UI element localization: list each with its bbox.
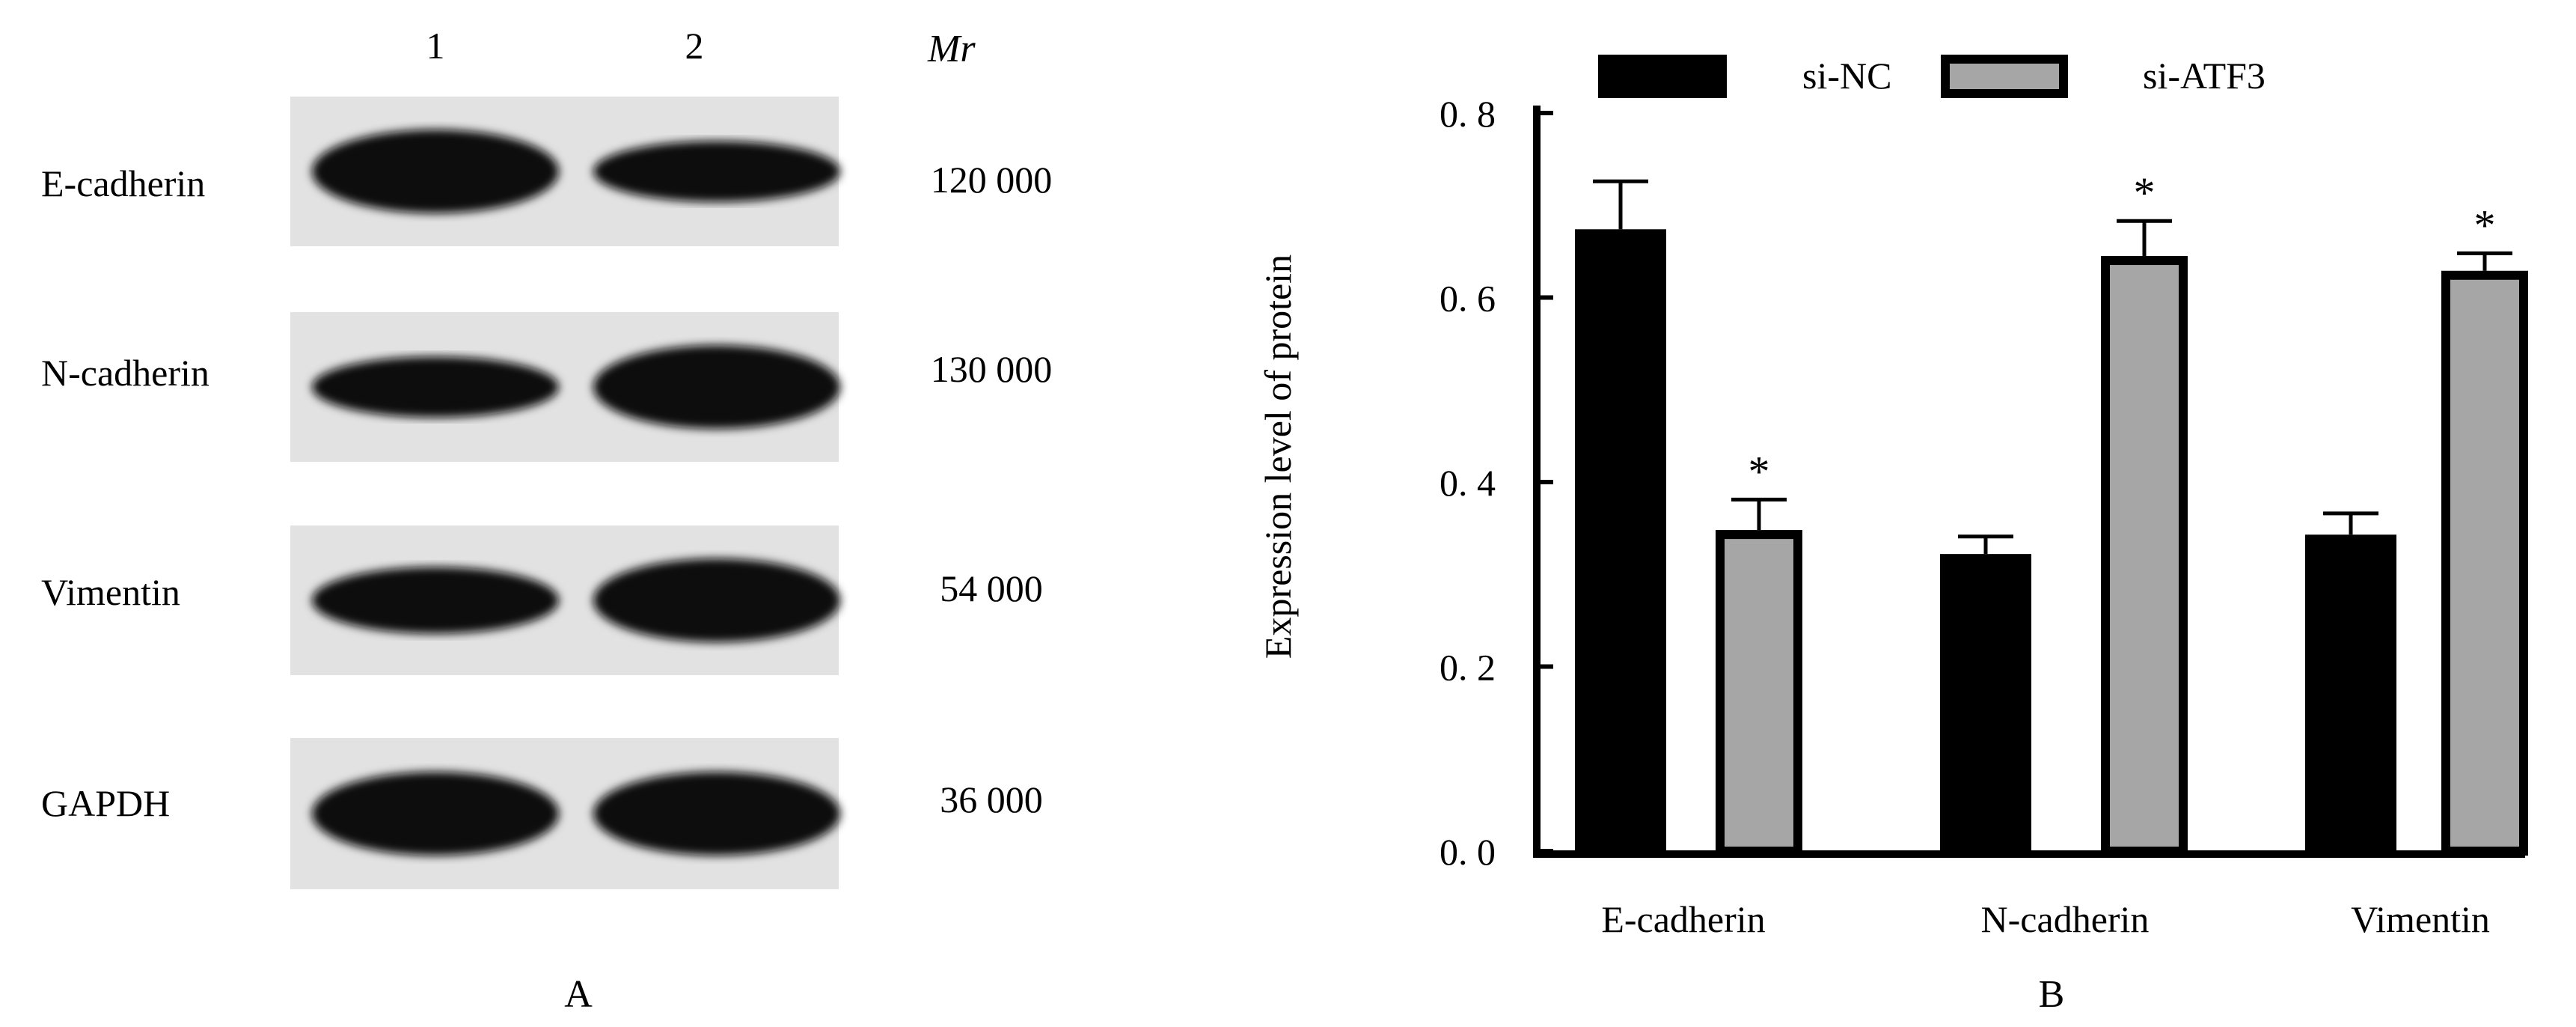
panel-a-label: A bbox=[564, 973, 593, 1016]
significance-marker: * bbox=[2134, 168, 2156, 217]
mr-header: Mr bbox=[927, 28, 976, 70]
y-tick-label: 0. 6 bbox=[1440, 278, 1496, 320]
protein-band bbox=[312, 567, 559, 634]
y-tick-label: 0. 4 bbox=[1440, 462, 1496, 504]
x-tick-label: N-cadherin bbox=[1981, 898, 2150, 940]
bar-chart-panel: si-NC si-ATF3 Expression level of protei… bbox=[1257, 55, 2528, 1016]
mr-value: 54 000 bbox=[940, 567, 1043, 609]
blot-row: Vimentin 54 000 bbox=[41, 525, 1043, 675]
protein-band bbox=[593, 345, 840, 429]
legend-swatch-si-atf3 bbox=[1941, 55, 2068, 98]
lane-label-2: 2 bbox=[685, 25, 704, 67]
x-tick-label: E-cadherin bbox=[1601, 898, 1765, 940]
protein-band bbox=[312, 356, 559, 418]
blot-row: E-cadherin 120 000 bbox=[41, 97, 1052, 246]
x-tick-label: Vimentin bbox=[2351, 898, 2490, 940]
panel-b-label: B bbox=[2039, 973, 2065, 1016]
protein-band bbox=[593, 141, 840, 202]
blot-row: N-cadherin 130 000 bbox=[41, 312, 1052, 462]
mr-value: 120 000 bbox=[931, 159, 1053, 201]
bar-si-NC bbox=[1575, 229, 1666, 851]
protein-label: N-cadherin bbox=[41, 352, 209, 394]
protein-band bbox=[593, 772, 840, 856]
bar-si-ATF3 bbox=[2101, 256, 2188, 856]
protein-band bbox=[312, 129, 559, 213]
western-blot-panel: 1 2 Mr E-cadherin 120 000 N-cadherin 130 00… bbox=[41, 25, 1052, 1016]
significance-marker: * bbox=[1749, 447, 1770, 496]
bar-si-ATF3 bbox=[1716, 530, 1802, 856]
mr-value: 130 000 bbox=[931, 348, 1053, 390]
legend-swatch-si-nc bbox=[1598, 55, 1727, 98]
mr-value: 36 000 bbox=[940, 778, 1043, 820]
y-tick-label: 0. 8 bbox=[1440, 93, 1496, 135]
bar-si-ATF3 bbox=[2441, 270, 2528, 856]
protein-label: E-cadherin bbox=[41, 162, 205, 204]
significance-marker: * bbox=[2474, 201, 2496, 249]
y-tick-label: 0. 0 bbox=[1440, 831, 1496, 873]
legend-label-si-nc: si-NC bbox=[1802, 55, 1891, 97]
protein-band bbox=[593, 558, 840, 642]
y-tick-label: 0. 2 bbox=[1440, 647, 1496, 689]
lane-label-1: 1 bbox=[426, 25, 445, 67]
blot-row: GAPDH 36 000 bbox=[41, 738, 1043, 889]
bar-si-NC bbox=[1940, 554, 2031, 851]
bar-si-NC bbox=[2305, 534, 2396, 851]
protein-label: GAPDH bbox=[41, 782, 170, 824]
protein-label: Vimentin bbox=[41, 571, 180, 613]
legend-label-si-atf3: si-ATF3 bbox=[2143, 55, 2266, 97]
y-axis-label: Expression level of protein bbox=[1257, 255, 1299, 659]
protein-band bbox=[312, 772, 559, 856]
